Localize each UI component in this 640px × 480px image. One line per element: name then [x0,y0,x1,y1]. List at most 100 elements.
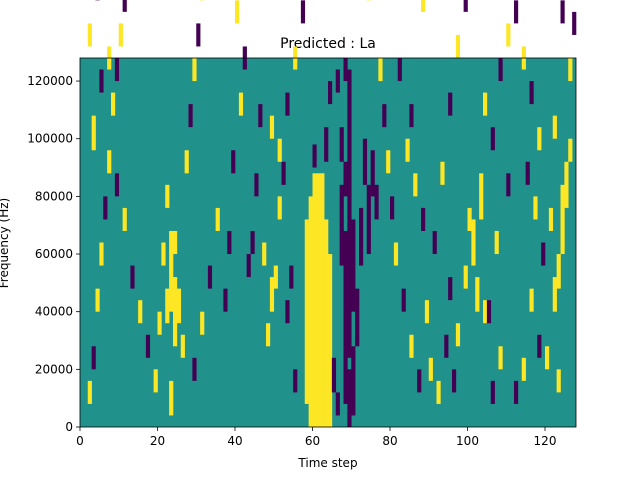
heatmap-cell-high [533,196,538,220]
heatmap-cell-low [328,81,333,105]
heatmap-cell-high [556,369,561,393]
heatmap-cell-low [339,127,344,162]
heatmap-cell-high [184,150,189,174]
y-tick-label: 40000 [35,305,73,319]
heatmap-cell-high [529,288,534,312]
heatmap-cell-high [173,277,178,347]
heatmap-cell-high [169,230,174,312]
heatmap-cell-high [455,323,461,347]
heatmap-cell-high [316,173,321,427]
heatmap-cell-low [382,104,387,128]
heatmap-cell-high [157,311,162,335]
heatmap-cell-high [308,196,313,428]
heatmap-cells [87,0,577,428]
heatmap-cell-low [285,92,290,116]
heatmap-cell-low [448,92,453,116]
x-tick-label: 100 [456,434,479,448]
heatmap-cell-high [405,138,410,162]
heatmap-cell-high [91,115,96,151]
heatmap-cell-high [269,277,275,312]
heatmap-cell-high [215,207,220,231]
heatmap-cell-high [200,311,205,335]
heatmap-cell-high [386,150,391,174]
heatmap-cell-high [475,277,480,312]
heatmap-cell-low [448,277,453,301]
heatmap-cell-high [455,34,461,58]
heatmap-cell-low [541,242,546,266]
y-tick-label: 60000 [35,247,73,261]
heatmap-cell-low [99,69,104,93]
y-tick-label: 100000 [27,132,73,146]
heatmap-cell-high [560,184,565,255]
heatmap-cell-high [277,138,282,162]
heatmap-cell-low [417,369,422,393]
heatmap-cell-low [351,346,356,416]
heatmap-cell-high [320,173,325,427]
heatmap-cell-low [351,219,356,312]
heatmap-cell-high [262,242,267,266]
heatmap-cell-high [498,346,503,370]
heatmap-cell-high [537,127,542,151]
heatmap-cell-low [114,173,120,197]
heatmap-cell-low [366,184,371,255]
heatmap-cell-low [463,0,468,12]
heatmap-cell-low [300,0,306,24]
x-tick-label: 0 [76,434,84,448]
x-tick-label: 80 [382,434,397,448]
heatmap-cell-high [153,369,158,393]
heatmap-cell-low [188,104,193,128]
heatmap-cell-low [91,346,96,370]
heatmap-cell-high [161,242,166,266]
heatmap-cell-high [467,207,472,231]
heatmap-cell-low [339,184,344,266]
heatmap-cell-high [548,207,554,231]
heatmap-cell-high [564,161,569,208]
heatmap-cell-high [235,0,240,24]
x-axis-label: Time step [297,456,357,470]
heatmap-cell-high [378,58,383,82]
heatmap-cell-high [269,115,275,139]
heatmap-cell-high [169,380,174,416]
heatmap-cell-low [347,69,352,358]
heatmap-cell-high [122,207,127,231]
y-axis-label: Frequency (Hz) [0,198,11,289]
heatmap-cell-high [409,334,414,358]
heatmap-cell-low [227,230,232,255]
heatmap-cell-low [490,380,495,404]
heatmap-cell-high [266,323,271,347]
heatmap-cell-high [413,173,418,197]
heatmap-cell-high [87,380,92,404]
heatmap-cell-high [192,58,197,82]
heatmap-cell-low [347,369,352,427]
heatmap-cell-low [246,254,251,278]
heatmap-cell-low [401,288,406,312]
heatmap-cell-low [537,334,542,358]
heatmap-cell-high [463,265,468,289]
heatmap-cell-low [409,104,414,128]
heatmap-cell-high [107,150,112,174]
heatmap-cell-high [87,23,92,47]
chart-title: Predicted : La [280,36,376,52]
heatmap-cell-low [254,173,259,197]
heatmap-cell-high [471,219,476,266]
heatmap-cell-high [521,357,526,381]
heatmap-cell-low [258,104,263,128]
heatmap-cell-low [572,11,577,35]
heatmap-cell-low [506,173,511,197]
heatmap-cell-high [428,357,433,381]
heatmap-cell-low [514,0,519,24]
heatmap-cell-high [111,92,116,116]
heatmap-cell-low [331,357,337,393]
x-tick-label: 20 [150,434,165,448]
heatmap-cell-high [180,334,185,358]
heatmap-cell-high [118,23,123,47]
heatmap-cell-low [529,81,534,105]
heatmap-cell-low [444,334,449,358]
heatmap-cell-low [355,288,360,347]
y-tick-label: 120000 [27,74,73,88]
heatmap-cell-high [165,288,170,324]
heatmap-cell-low [145,334,151,358]
y-tick-label: 80000 [35,189,73,203]
heatmap-cell-high [173,230,178,255]
